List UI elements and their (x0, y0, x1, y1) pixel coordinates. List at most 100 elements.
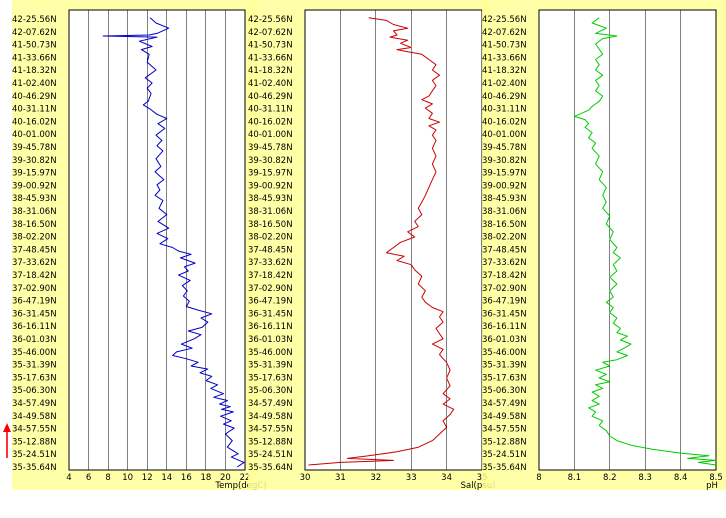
latitude-label: 40-31.11N (12, 105, 57, 115)
latitude-label: 40-31.11N (482, 105, 527, 115)
latitude-label: 42-07.62N (12, 28, 57, 38)
latitude-label: 34-57.55N (12, 425, 57, 435)
latitude-label: 42-25.56N (248, 15, 293, 25)
latitude-label: 40-16.02N (482, 117, 527, 127)
latitude-label: 35-12.88N (248, 437, 293, 447)
x-tick-label: 4 (66, 473, 71, 483)
latitude-label: 38-16.50N (482, 220, 527, 230)
x-tick-label: 31 (335, 473, 346, 483)
latitude-label: 40-31.11N (248, 105, 293, 115)
latitude-label: 40-46.29N (482, 92, 527, 102)
latitude-label: 35-35.64N (482, 463, 527, 473)
latitude-label: 38-16.50N (248, 220, 293, 230)
latitude-label: 36-31.45N (482, 309, 527, 319)
latitude-label: 35-31.39N (482, 361, 527, 371)
latitude-label: 34-49.58N (12, 412, 57, 422)
latitude-label: 41-18.32N (482, 66, 527, 76)
x-axis-label: pH (706, 481, 718, 491)
latitude-label: 38-31.06N (482, 207, 527, 217)
latitude-label: 35-06.30N (12, 386, 57, 396)
latitude-label: 35-12.88N (482, 437, 527, 447)
latitude-label: 35-17.63N (248, 373, 293, 383)
latitude-label: 37-48.45N (248, 245, 293, 255)
latitude-label: 40-46.29N (248, 92, 293, 102)
latitude-label: 41-02.40N (482, 79, 527, 89)
plot-area (68, 9, 246, 471)
x-tick-label: 6 (86, 473, 91, 483)
latitude-label: 35-24.51N (12, 450, 57, 460)
latitude-label: 38-31.06N (248, 207, 293, 217)
latitude-label: 42-07.62N (482, 28, 527, 38)
latitude-label: 39-00.92N (482, 181, 527, 191)
latitude-label: 37-02.90N (12, 284, 57, 294)
latitude-label: 35-17.63N (482, 373, 527, 383)
latitude-label: 38-45.93N (12, 194, 57, 204)
latitude-label: 38-31.06N (12, 207, 57, 217)
x-tick-label: 20 (220, 473, 231, 483)
chart-panel-3: 8 8.1 8.2 8.3 8.4 8.5pH 42-25.56N 42-07.62N 41-5… (482, 0, 726, 491)
x-tick-label: 32 (370, 473, 381, 483)
direction-arrow-head (3, 423, 11, 432)
latitude-label: 41-33.66N (248, 53, 293, 63)
latitude-label: 34-57.49N (12, 399, 57, 409)
latitude-label: 35-35.64N (12, 463, 57, 473)
latitude-label: 36-16.11N (12, 322, 57, 332)
latitude-label: 39-00.92N (12, 181, 57, 191)
latitude-label: 34-57.49N (248, 399, 293, 409)
latitude-label: 38-45.93N (482, 194, 527, 204)
plot-area (304, 9, 483, 471)
latitude-label: 41-50.73N (248, 41, 293, 51)
latitude-label: 40-16.02N (12, 117, 57, 127)
latitude-label: 36-47.19N (482, 297, 527, 307)
x-tick-label: 30 (300, 473, 311, 483)
latitude-label: 36-01.03N (248, 335, 293, 345)
latitude-label: 38-02.20N (482, 233, 527, 243)
x-tick-label: 33 (406, 473, 417, 483)
latitude-label: 37-48.45N (482, 245, 527, 255)
x-tick-label: 16 (181, 473, 192, 483)
latitude-label: 36-47.19N (12, 297, 57, 307)
latitude-label: 40-16.02N (248, 117, 293, 127)
latitude-label: 41-18.32N (12, 66, 57, 76)
latitude-label: 39-30.82N (12, 156, 57, 166)
latitude-label: 34-49.58N (482, 412, 527, 422)
profile-line (573, 17, 717, 466)
profile-line (102, 17, 245, 468)
x-tick-label: 22 (240, 473, 251, 483)
plot-area (538, 9, 717, 471)
latitude-label: 35-46.00N (482, 348, 527, 358)
latitude-label: 39-30.82N (248, 156, 293, 166)
latitude-label: 39-45.78N (482, 143, 527, 153)
latitude-label: 35-17.63N (12, 373, 57, 383)
latitude-label: 41-33.66N (12, 53, 57, 63)
latitude-label: 37-18.42N (248, 271, 293, 281)
x-tick-label: 18 (200, 473, 211, 483)
latitude-label: 37-02.90N (248, 284, 293, 294)
latitude-label: 34-49.58N (248, 412, 293, 422)
latitude-label: 35-31.39N (248, 361, 293, 371)
latitude-label: 37-02.90N (482, 284, 527, 294)
latitude-label: 40-46.29N (12, 92, 57, 102)
latitude-label: 35-12.88N (12, 437, 57, 447)
latitude-label: 36-01.03N (12, 335, 57, 345)
latitude-label: 38-45.93N (248, 194, 293, 204)
latitude-label: 34-57.55N (248, 425, 293, 435)
latitude-label: 41-33.66N (482, 53, 527, 63)
x-tick-label: 10 (122, 473, 133, 483)
latitude-label: 35-06.30N (248, 386, 293, 396)
latitude-label: 41-50.73N (482, 41, 527, 51)
latitude-label: 42-25.56N (12, 15, 57, 25)
x-tick-label: 14 (161, 473, 172, 483)
latitude-label: 37-33.62N (482, 258, 527, 268)
latitude-label: 34-57.49N (482, 399, 527, 409)
latitude-label: 38-02.20N (248, 233, 293, 243)
latitude-label: 35-06.30N (482, 386, 527, 396)
x-tick-label: 8 (536, 473, 541, 483)
latitude-label: 40-01.00N (12, 130, 57, 140)
latitude-label: 35-35.64N (248, 463, 293, 473)
x-tick-label: 8.2 (603, 473, 617, 483)
latitude-label: 39-15.97N (12, 169, 57, 179)
x-tick-label: 34 (441, 473, 452, 483)
latitude-label: 39-45.78N (12, 143, 57, 153)
